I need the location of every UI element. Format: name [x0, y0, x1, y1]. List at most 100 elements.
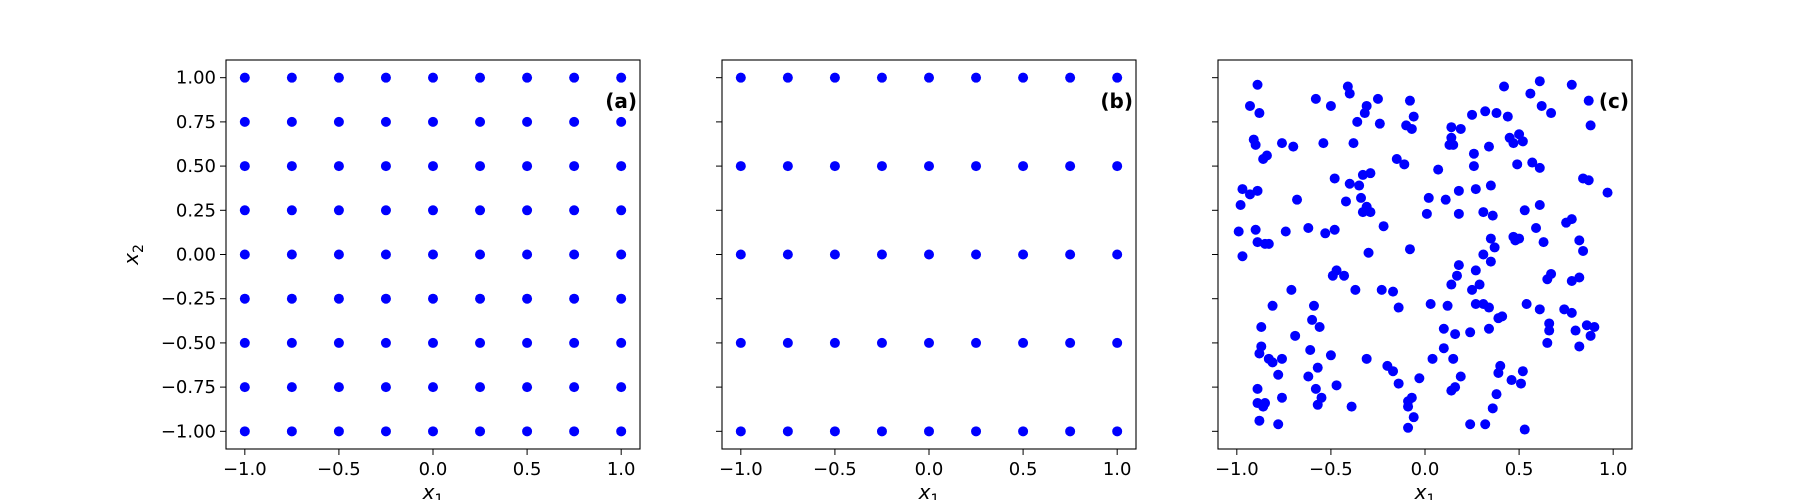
data-point: [616, 293, 627, 304]
data-point: [569, 161, 580, 172]
data-point: [522, 337, 533, 348]
data-point: [475, 426, 486, 437]
data-point: [1423, 192, 1434, 203]
data-point: [1252, 237, 1263, 248]
data-point: [286, 293, 297, 304]
data-point: [286, 337, 297, 348]
data-point: [1470, 299, 1481, 310]
data-point: [569, 293, 580, 304]
data-point: [616, 205, 627, 216]
data-point: [1339, 270, 1350, 281]
data-point: [1237, 251, 1248, 262]
data-point: [1018, 72, 1029, 83]
data-point: [1508, 138, 1519, 149]
data-point: [1536, 100, 1547, 111]
data-point: [1470, 184, 1481, 195]
data-point: [616, 161, 627, 172]
x-axis-label-subscript: 1: [1426, 492, 1435, 500]
data-point: [829, 426, 840, 437]
data-point: [239, 205, 250, 216]
y-tick-label: −0.75: [161, 377, 216, 398]
data-point: [522, 382, 533, 393]
data-point: [1574, 272, 1585, 283]
data-point: [1112, 161, 1123, 172]
data-point: [239, 426, 250, 437]
panel-2: −1.0 −0.5 0.0 0.5 1.0 x1 (b): [716, 59, 1137, 500]
data-point: [1290, 330, 1301, 341]
data-point: [1483, 141, 1494, 152]
data-point: [1254, 108, 1265, 119]
x-axis-label-subscript: 1: [434, 492, 443, 500]
data-point: [333, 293, 344, 304]
data-point: [1320, 228, 1331, 239]
x-tick-label: 1.0: [607, 459, 636, 480]
data-point: [1534, 76, 1545, 87]
panel-3: −1.0 −0.5 0.0 0.5 1.0 x1 (c): [1212, 59, 1633, 500]
x-tick-label: −0.5: [813, 459, 857, 480]
data-point: [1018, 426, 1029, 437]
data-point: [782, 249, 793, 260]
data-point: [1372, 93, 1383, 104]
data-point: [1521, 299, 1532, 310]
data-point: [333, 72, 344, 83]
data-point: [1574, 341, 1585, 352]
data-point: [1491, 389, 1502, 400]
y-tick-label: 1.00: [176, 68, 216, 89]
data-point: [1288, 141, 1299, 152]
data-point: [428, 161, 438, 172]
data-point: [782, 337, 793, 348]
data-point: [522, 426, 533, 437]
data-point: [1427, 353, 1438, 364]
data-point: [1566, 79, 1577, 90]
data-point: [1325, 100, 1336, 111]
data-point: [1376, 284, 1387, 295]
data-point: [1453, 208, 1464, 219]
data-point: [1403, 422, 1414, 433]
data-point: [1312, 362, 1323, 373]
data-point: [735, 161, 746, 172]
data-point: [1406, 123, 1417, 134]
data-point: [1065, 72, 1076, 83]
data-point: [569, 72, 580, 83]
data-point: [380, 161, 391, 172]
data-point: [1450, 329, 1461, 340]
data-point: [1519, 424, 1530, 435]
data-point: [1480, 419, 1491, 430]
data-point: [333, 426, 344, 437]
data-point: [1357, 169, 1368, 180]
data-point: [1546, 108, 1557, 119]
data-point: [1491, 108, 1502, 119]
data-point: [1018, 249, 1029, 260]
data-point: [522, 205, 533, 216]
data-point: [286, 249, 297, 260]
data-point: [1252, 185, 1263, 196]
data-point: [1252, 398, 1263, 409]
data-point: [1446, 122, 1457, 133]
y-tick-label: 0.00: [176, 245, 216, 266]
data-point: [1112, 337, 1123, 348]
data-point: [1483, 302, 1494, 313]
x-tick-label: 0.5: [1505, 459, 1534, 480]
data-point: [1514, 233, 1525, 244]
data-point: [1574, 235, 1585, 246]
data-point: [1361, 100, 1372, 111]
data-point: [1318, 138, 1329, 149]
data-point: [1470, 265, 1481, 276]
data-point: [1254, 415, 1265, 426]
data-point: [735, 337, 746, 348]
data-point: [829, 161, 840, 172]
data-point: [1018, 161, 1029, 172]
data-point: [876, 72, 887, 83]
data-point: [1399, 159, 1410, 170]
data-point: [616, 382, 627, 393]
data-point: [1534, 304, 1545, 315]
data-point: [1517, 366, 1528, 377]
data-point: [1356, 192, 1367, 203]
data-point: [1252, 383, 1263, 394]
data-point: [286, 426, 297, 437]
data-point: [1280, 226, 1291, 237]
data-point: [924, 72, 934, 83]
data-point: [616, 337, 627, 348]
y-tick-label: −0.25: [161, 289, 216, 310]
data-point: [1566, 276, 1577, 287]
